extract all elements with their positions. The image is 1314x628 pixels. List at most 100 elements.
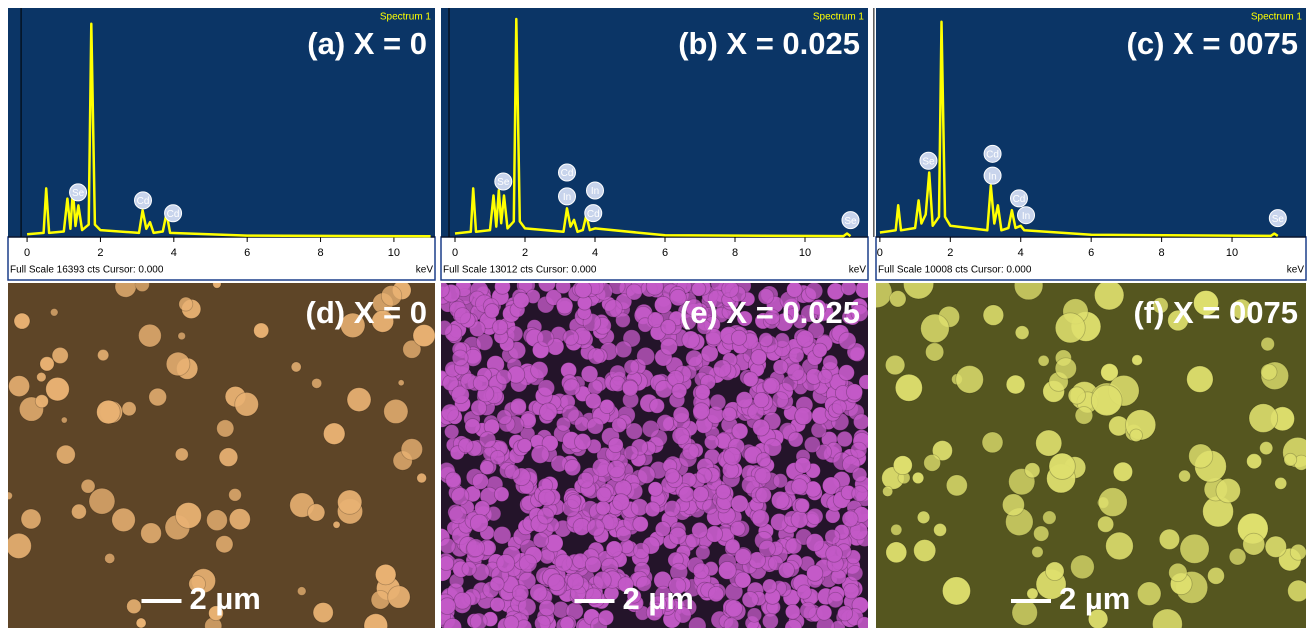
particle — [736, 392, 752, 408]
particle — [665, 469, 680, 484]
particle — [1247, 454, 1262, 469]
particle — [575, 281, 592, 298]
particle — [574, 434, 591, 451]
particle — [141, 523, 162, 544]
x-tick-label: 10 — [799, 247, 811, 259]
particle — [493, 319, 508, 334]
element-label: Cd — [986, 149, 999, 160]
particle — [843, 583, 859, 599]
particle — [1180, 534, 1209, 563]
particle — [472, 473, 488, 489]
particle — [735, 549, 751, 565]
element-label: Se — [497, 177, 510, 188]
micrograph: (d) X = 02 µm — [5, 276, 435, 628]
particle — [624, 446, 638, 460]
particle — [795, 457, 811, 473]
particle — [655, 521, 670, 536]
particle — [826, 546, 843, 563]
x-tick-label: 10 — [388, 247, 400, 259]
particle — [1094, 280, 1123, 309]
particle — [693, 403, 710, 420]
particle — [747, 608, 761, 622]
particle — [538, 489, 555, 506]
x-tick-label: 6 — [244, 247, 250, 259]
particle — [556, 297, 573, 314]
particle — [839, 365, 855, 381]
particle — [235, 392, 259, 416]
particle — [1137, 582, 1161, 606]
particle — [491, 450, 505, 464]
particle — [1132, 355, 1143, 366]
particle — [52, 347, 68, 363]
particle — [608, 460, 626, 478]
particle — [806, 534, 824, 552]
particle — [773, 360, 788, 375]
particle — [229, 489, 242, 502]
particle — [537, 330, 553, 346]
particle — [751, 349, 767, 365]
particle — [1098, 488, 1127, 517]
element-label: Cd — [167, 209, 180, 220]
particle — [825, 529, 840, 544]
particle — [1113, 462, 1132, 481]
particle — [439, 598, 456, 615]
particle — [852, 468, 866, 482]
particle — [795, 498, 809, 512]
particle — [637, 347, 655, 365]
particle — [642, 420, 659, 437]
element-label: Se — [922, 156, 935, 167]
particle — [175, 448, 188, 461]
particle — [791, 479, 807, 495]
particle — [818, 369, 832, 383]
particle — [1243, 533, 1265, 555]
particle — [696, 468, 712, 484]
particle — [490, 577, 504, 591]
particle — [893, 456, 912, 475]
particle — [179, 297, 193, 311]
footer: Full Scale 13012 cts Cursor: 0.000 — [443, 265, 597, 276]
particle — [454, 592, 471, 609]
particle — [832, 400, 846, 414]
particle — [934, 523, 947, 536]
particle — [531, 445, 549, 463]
particle — [982, 432, 1003, 453]
particle — [494, 487, 509, 502]
particle — [254, 323, 269, 338]
particle — [560, 616, 574, 628]
particle — [839, 332, 856, 349]
particle — [837, 431, 852, 446]
particle — [585, 557, 601, 573]
particle — [578, 472, 594, 488]
particle — [1025, 463, 1040, 478]
particle — [661, 320, 676, 335]
particle — [692, 522, 708, 538]
particle — [149, 388, 167, 406]
particle — [217, 420, 234, 437]
element-label: Cd — [1013, 194, 1026, 205]
particle — [556, 417, 570, 431]
particle — [471, 400, 487, 416]
panel-label: (b) X = 0.025 — [678, 26, 860, 61]
particle — [686, 350, 703, 367]
particle — [606, 541, 622, 557]
particle — [598, 610, 613, 625]
particle — [563, 379, 580, 396]
spectrum-title: Spectrum 1 — [1251, 12, 1303, 23]
particle — [587, 418, 603, 434]
particle — [1012, 600, 1037, 625]
particle — [1027, 588, 1038, 599]
particle — [587, 519, 604, 536]
particle — [1159, 529, 1179, 549]
particle — [710, 394, 726, 410]
particle — [439, 556, 454, 571]
particle — [1015, 326, 1029, 340]
particle — [615, 341, 632, 358]
particle — [384, 399, 408, 423]
particle — [1091, 385, 1122, 416]
particle — [1130, 429, 1143, 442]
particle — [512, 585, 528, 601]
particle — [664, 500, 680, 516]
particle — [778, 562, 794, 578]
particle — [229, 509, 250, 530]
particle — [773, 474, 787, 488]
